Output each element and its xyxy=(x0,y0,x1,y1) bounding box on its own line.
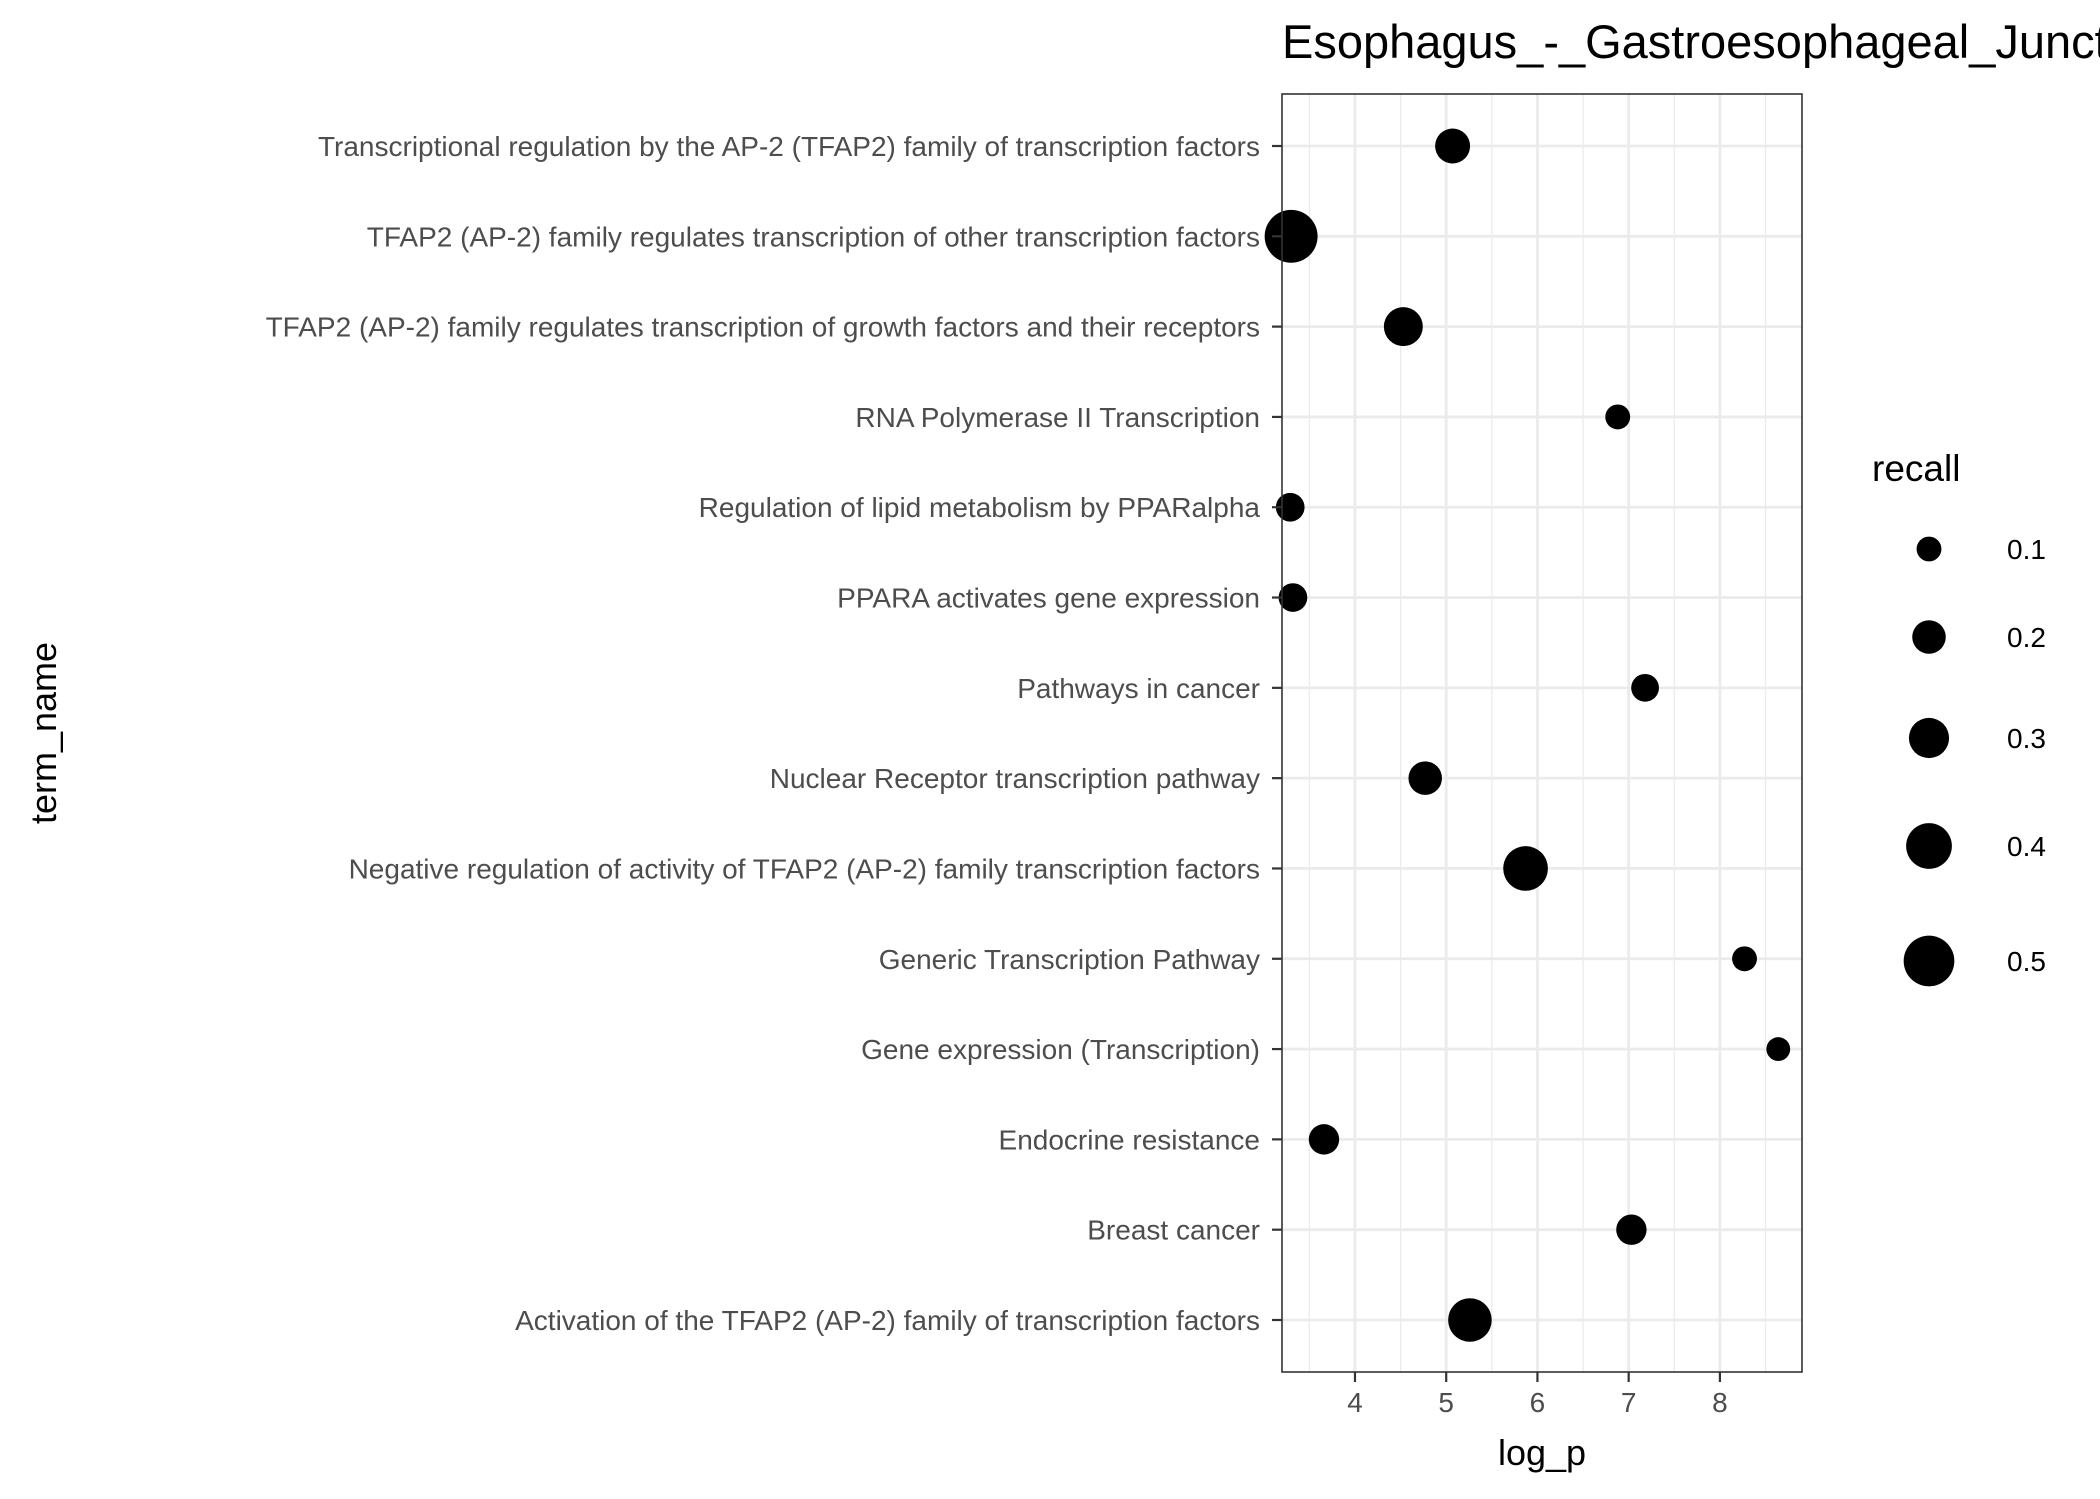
data-point xyxy=(1275,492,1305,522)
data-point xyxy=(1732,946,1757,972)
data-points xyxy=(1264,128,1791,1342)
panel-border xyxy=(1281,93,1803,1373)
y-tick-label: TFAP2 (AP-2) family regulates transcript… xyxy=(266,312,1260,343)
y-tick-label: PPARA activates gene expression xyxy=(837,583,1260,614)
y-axis: Transcriptional regulation by the AP-2 (… xyxy=(266,131,1282,1336)
legend-label: 0.2 xyxy=(2007,622,2046,653)
data-point xyxy=(1631,673,1659,702)
legend-key xyxy=(1912,620,1946,654)
y-tick-label: Regulation of lipid metabolism by PPARal… xyxy=(699,492,1261,523)
y-tick-label: Pathways in cancer xyxy=(1017,673,1260,704)
x-tick-label: 6 xyxy=(1530,1387,1546,1418)
x-tick-label: 4 xyxy=(1347,1387,1363,1418)
x-axis-title: log_p xyxy=(1498,1432,1586,1473)
legend-key xyxy=(1903,935,1955,987)
y-tick-label: TFAP2 (AP-2) family regulates transcript… xyxy=(367,221,1260,252)
data-point xyxy=(1383,307,1423,347)
data-point xyxy=(1264,209,1318,263)
data-point xyxy=(1605,404,1631,430)
y-tick-label: Endocrine resistance xyxy=(999,1124,1260,1155)
x-tick-label: 7 xyxy=(1621,1387,1637,1418)
y-tick-label: Activation of the TFAP2 (AP-2) family of… xyxy=(515,1305,1260,1336)
data-point xyxy=(1503,846,1548,891)
y-tick-label: Gene expression (Transcription) xyxy=(861,1034,1260,1065)
x-tick-label: 8 xyxy=(1712,1387,1728,1418)
legend-key xyxy=(1906,823,1952,869)
data-point xyxy=(1278,583,1308,612)
data-point xyxy=(1448,1298,1492,1342)
legend-label: 0.3 xyxy=(2007,723,2046,754)
plot-panel xyxy=(1282,94,1802,1372)
grid-lines xyxy=(1282,94,1802,1372)
y-tick-label: Negative regulation of activity of TFAP2… xyxy=(349,853,1260,884)
data-point xyxy=(1766,1037,1791,1061)
x-axis: 4 5 6 7 8 xyxy=(1347,1372,1728,1418)
y-tick-label: Generic Transcription Pathway xyxy=(879,944,1260,975)
legend-label: 0.1 xyxy=(2007,534,2046,565)
legend-title: recall xyxy=(1872,448,1960,489)
plot-title: Esophagus_-_Gastroesophageal_Junction xyxy=(1282,15,2100,68)
y-tick-label: Nuclear Receptor transcription pathway xyxy=(770,763,1260,794)
data-point xyxy=(1308,1124,1340,1155)
data-point xyxy=(1616,1214,1647,1245)
y-axis-title: term_name xyxy=(23,642,64,824)
legend: recall 0.1 0.2 0.3 0.4 0.5 xyxy=(1872,448,2046,987)
legend-key xyxy=(1908,717,1950,759)
legend-key xyxy=(1916,536,1942,562)
legend-label: 0.4 xyxy=(2007,831,2046,862)
data-point xyxy=(1435,128,1471,164)
legend-label: 0.5 xyxy=(2007,946,2046,977)
y-tick-label: Transcriptional regulation by the AP-2 (… xyxy=(318,131,1260,162)
y-tick-label: Breast cancer xyxy=(1087,1215,1260,1246)
y-tick-label: RNA Polymerase II Transcription xyxy=(855,402,1260,433)
x-tick-label: 5 xyxy=(1438,1387,1454,1418)
data-point xyxy=(1408,761,1442,795)
